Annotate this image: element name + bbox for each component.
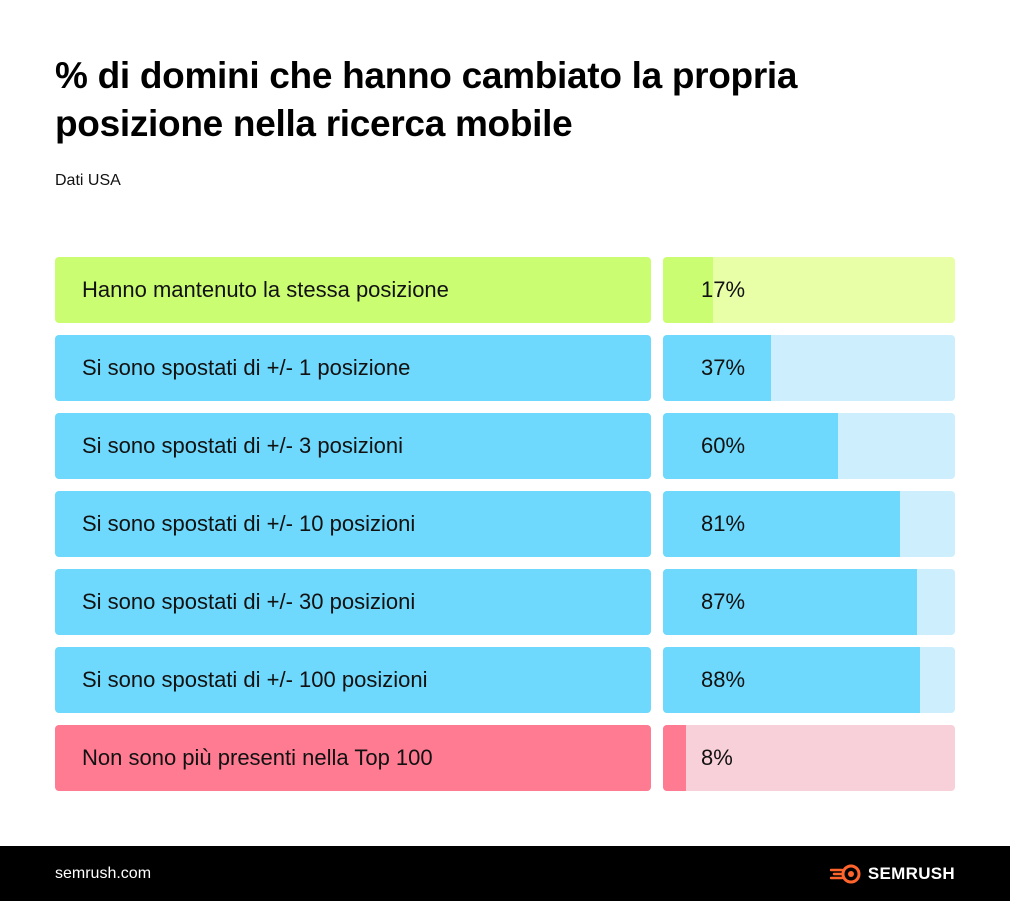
bar (663, 335, 771, 401)
footer-site-link[interactable]: semrush.com (55, 865, 152, 882)
category-label: Non sono più presenti nella Top 100 (55, 725, 651, 791)
bar (663, 413, 838, 479)
bar (663, 647, 920, 713)
category-label: Si sono spostati di +/- 1 posizione (55, 335, 651, 401)
bar-row: Si sono spostati di +/- 10 posizioni 81% (55, 491, 955, 557)
semrush-flame-icon (829, 864, 861, 884)
bar-track: 37% (663, 335, 955, 401)
data-label: 37% (701, 355, 746, 380)
bar-row: Si sono spostati di +/- 100 posizioni 88% (55, 647, 955, 713)
bar (663, 491, 900, 557)
category-label: Hanno mantenuto la stessa posizione (55, 257, 651, 323)
data-label: 88% (701, 667, 746, 692)
bar-track: 81% (663, 491, 955, 557)
data-label: 87% (701, 589, 746, 614)
brand-wordmark: SEMRUSH (867, 864, 955, 883)
category-label: Si sono spostati di +/- 10 posizioni (55, 491, 651, 557)
semrush-logo: SEMRUSH (829, 862, 955, 886)
bar-row: Si sono spostati di +/- 30 posizioni 87% (55, 569, 955, 635)
footer: semrush.com SEMRUSH (0, 846, 1010, 901)
data-label: 17% (701, 277, 746, 302)
category-label: Si sono spostati di +/- 30 posizioni (55, 569, 651, 635)
data-label: 60% (701, 433, 746, 458)
bar-track: 87% (663, 569, 955, 635)
bar-track: 60% (663, 413, 955, 479)
bar-track: 8% (663, 725, 955, 791)
category-label: Si sono spostati di +/- 3 posizioni (55, 413, 651, 479)
chart-subtitle: Dati USA (55, 172, 121, 189)
bar-row: Si sono spostati di +/- 3 posizioni 60% (55, 413, 955, 479)
bar-row: Si sono spostati di +/- 1 posizione 37% (55, 335, 955, 401)
bar (663, 569, 917, 635)
bar (663, 257, 713, 323)
data-label: 81% (701, 511, 746, 536)
bar-row: Non sono più presenti nella Top 100 8% (55, 725, 955, 791)
bar-track: 88% (663, 647, 955, 713)
bar-track: 17% (663, 257, 955, 323)
chart-title: % di domini che hanno cambiato la propri… (55, 55, 798, 144)
bar-row: Hanno mantenuto la stessa posizione 17% (55, 257, 955, 323)
bar (663, 725, 686, 791)
category-label: Si sono spostati di +/- 100 posizioni (55, 647, 651, 713)
data-label: 8% (701, 745, 733, 770)
